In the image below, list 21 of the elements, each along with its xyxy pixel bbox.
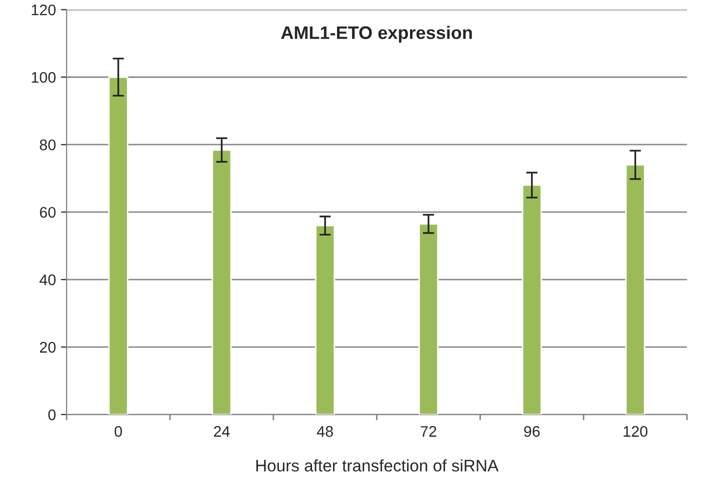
x-tick-label: 24 <box>214 426 230 437</box>
text: AML1-ETO expression <box>281 26 472 43</box>
y-tick-label: 40 <box>40 274 56 286</box>
y-tick-label: 120 <box>32 4 56 16</box>
bar <box>212 149 232 415</box>
bar <box>625 164 646 415</box>
y-tick-label: 100 <box>32 72 56 83</box>
x-axis-title: Hours after transfection of siRNA <box>256 459 499 472</box>
y-tick-label: 80 <box>40 139 56 150</box>
bar <box>315 224 336 415</box>
x-tick-label: 72 <box>420 426 436 437</box>
y-tick-label: 0 <box>48 409 56 420</box>
bar <box>522 184 542 415</box>
x-tick-label: 120 <box>624 426 648 437</box>
y-tick-label: 20 <box>40 342 56 353</box>
bar <box>418 223 438 415</box>
x-tick-label: 96 <box>524 426 540 437</box>
bar <box>108 76 128 415</box>
y-tick-label: 60 <box>40 206 56 218</box>
x-tick-label: 48 <box>316 426 333 437</box>
x-tick-label: 0 <box>114 426 122 437</box>
